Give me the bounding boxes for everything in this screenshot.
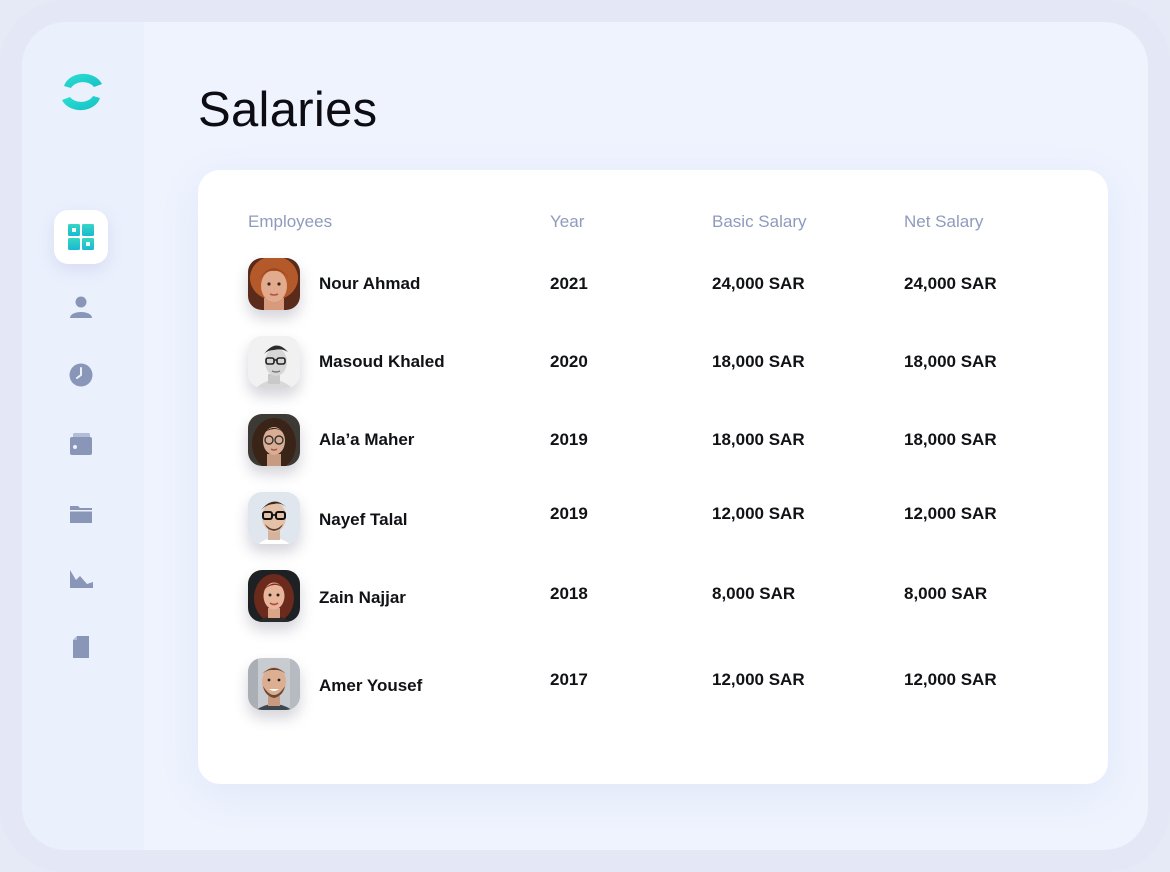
table-row[interactable]: Ala’a Maher 2019 18,000 SAR 18,000 SAR (198, 414, 1108, 468)
table-row[interactable]: Nayef Talal 2019 12,000 SAR 12,000 SAR (198, 492, 1108, 546)
employee-name: Masoud Khaled (319, 352, 445, 371)
employee-name: Zain Najjar (319, 588, 406, 607)
column-header-net-salary: Net Salary (904, 212, 984, 231)
basic-salary-cell: 12,000 SAR (712, 670, 805, 689)
user-icon (70, 296, 92, 318)
avatar (248, 492, 300, 544)
table-row[interactable]: Masoud Khaled 2020 18,000 SAR 18,000 SAR (198, 336, 1108, 390)
nav-files[interactable] (54, 486, 108, 540)
nav-wallet[interactable] (54, 417, 108, 471)
table-row[interactable]: Nour Ahmad 2021 24,000 SAR 24,000 SAR (198, 258, 1108, 312)
app-window: Salaries Employees Year Basic Salary Net… (22, 22, 1148, 850)
year-cell: 2017 (550, 670, 588, 689)
column-header-employees: Employees (248, 212, 333, 231)
avatar (248, 570, 300, 622)
net-salary-cell: 12,000 SAR (904, 504, 997, 523)
nav-reports[interactable] (54, 552, 108, 606)
net-salary-cell: 8,000 SAR (904, 584, 988, 603)
table-row[interactable]: Zain Najjar 2018 8,000 SAR 8,000 SAR (198, 570, 1108, 624)
nav-attendance[interactable] (54, 348, 108, 402)
wallet-icon (70, 433, 92, 455)
sidebar (22, 22, 144, 850)
nav-documents[interactable] (54, 620, 108, 674)
net-salary-cell: 24,000 SAR (904, 274, 997, 293)
column-header-year: Year (550, 212, 585, 231)
brand-logo[interactable] (56, 66, 108, 118)
salaries-table: Employees Year Basic Salary Net Salary (198, 170, 1108, 784)
employee-name: Nayef Talal (319, 510, 408, 529)
year-cell: 2020 (550, 352, 588, 371)
column-header-basic-salary: Basic Salary (712, 212, 807, 231)
avatar (248, 336, 300, 388)
nav-dashboard[interactable] (54, 210, 108, 264)
folder-icon (70, 506, 92, 523)
basic-salary-cell: 24,000 SAR (712, 274, 805, 293)
dashboard-icon (68, 224, 94, 250)
basic-salary-cell: 18,000 SAR (712, 430, 805, 449)
page-title: Salaries (198, 83, 378, 137)
document-icon (73, 636, 89, 658)
employee-name: Nour Ahmad (319, 274, 421, 293)
employee-name: Amer Yousef (319, 676, 423, 695)
basic-salary-cell: 8,000 SAR (712, 584, 796, 603)
net-salary-cell: 18,000 SAR (904, 352, 997, 371)
net-salary-cell: 18,000 SAR (904, 430, 997, 449)
year-cell: 2019 (550, 504, 588, 523)
basic-salary-cell: 12,000 SAR (712, 504, 805, 523)
avatar (248, 658, 300, 710)
avatar (248, 414, 300, 466)
table-row[interactable]: Amer Yousef 2017 12,000 SAR 12,000 SAR (198, 658, 1108, 712)
chart-icon (70, 570, 93, 588)
net-salary-cell: 12,000 SAR (904, 670, 997, 689)
nav-employees[interactable] (54, 280, 108, 334)
employee-name: Ala’a Maher (319, 430, 415, 449)
year-cell: 2021 (550, 274, 588, 293)
year-cell: 2019 (550, 430, 588, 449)
clock-icon (69, 363, 93, 387)
basic-salary-cell: 18,000 SAR (712, 352, 805, 371)
avatar (248, 258, 300, 310)
year-cell: 2018 (550, 584, 588, 603)
